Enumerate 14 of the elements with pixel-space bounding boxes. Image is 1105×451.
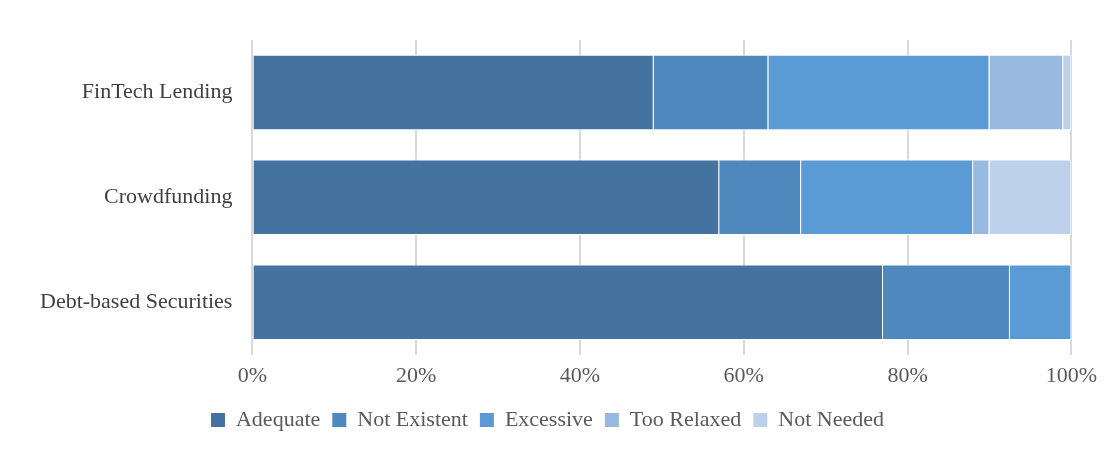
legend-label: Not Existent <box>357 405 468 431</box>
legend-label: Adequate <box>235 405 321 431</box>
x-tick-label: 100% <box>1045 361 1097 387</box>
x-tick-label: 0% <box>237 361 268 387</box>
x-tick-label: 80% <box>887 361 928 387</box>
legend-label: Excessive <box>504 405 593 431</box>
legend-label: Too Relaxed <box>629 405 742 431</box>
y-tick-label: Debt-based Securities <box>40 287 233 313</box>
legend-label: Not Needed <box>778 405 885 431</box>
y-tick-label: FinTech Lending <box>81 78 233 104</box>
y-tick-label: Crowdfunding <box>104 183 233 209</box>
x-tick-label: 40% <box>559 361 601 387</box>
x-tick-label: 20% <box>396 361 437 387</box>
x-tick-label: 60% <box>723 361 764 387</box>
